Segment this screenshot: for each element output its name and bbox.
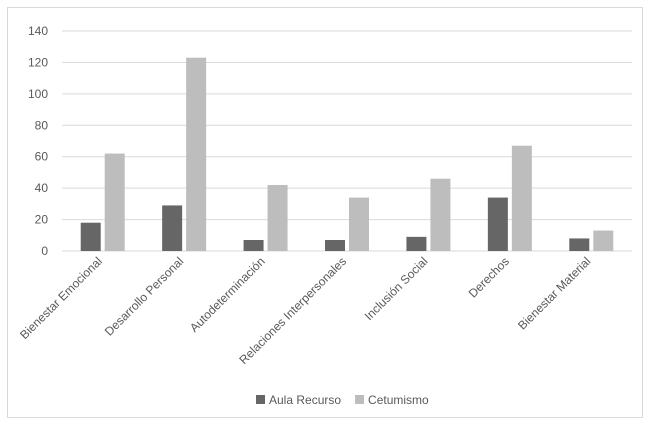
- bar-cetumismo: [349, 197, 369, 251]
- legend: Aula Recurso Cetumismo: [256, 393, 429, 407]
- bar-aula-recurso: [569, 238, 590, 251]
- y-tick-label: 100: [28, 87, 48, 101]
- x-category-label: Bienestar Emocional: [17, 254, 105, 342]
- bar-cetumismo: [430, 178, 451, 251]
- y-tick-label: 80: [35, 118, 49, 132]
- bar-aula-recurso: [325, 240, 345, 251]
- legend-label: Cetumismo: [368, 393, 429, 407]
- x-category-label: Derechos: [466, 254, 512, 300]
- y-tick-label: 20: [35, 213, 49, 227]
- x-category-label: Desarrollo Personal: [102, 254, 186, 338]
- legend-swatch: [256, 395, 265, 404]
- gridlines: [62, 30, 632, 252]
- legend-swatch: [355, 395, 365, 404]
- bar-cetumismo: [267, 185, 288, 251]
- bar-aula-recurso: [80, 222, 101, 251]
- bar-aula-recurso: [243, 240, 264, 251]
- y-tick-label: 40: [35, 181, 49, 195]
- bar-cetumismo: [511, 145, 532, 251]
- bar-aula-recurso: [406, 236, 427, 251]
- bar-aula-recurso: [162, 205, 183, 251]
- bars: [80, 57, 614, 251]
- bar-cetumismo: [104, 153, 125, 251]
- y-tick-label: 60: [35, 150, 49, 164]
- bar-cetumismo: [593, 230, 614, 251]
- x-category-label: Autodeterminación: [187, 254, 268, 335]
- bar-cetumismo: [186, 57, 207, 251]
- legend-label: Aula Recurso: [269, 393, 341, 407]
- x-category-label: Bienestar Material: [515, 254, 593, 332]
- y-tick-label: 120: [28, 55, 48, 69]
- y-tick-label: 140: [28, 24, 48, 38]
- y-tick-label: 0: [41, 244, 48, 258]
- y-axis-tick-labels: 0 20 40 60 80 100 120 140: [28, 24, 48, 258]
- x-category-label: Inclusión Social: [362, 254, 431, 323]
- bar-aula-recurso: [487, 197, 508, 251]
